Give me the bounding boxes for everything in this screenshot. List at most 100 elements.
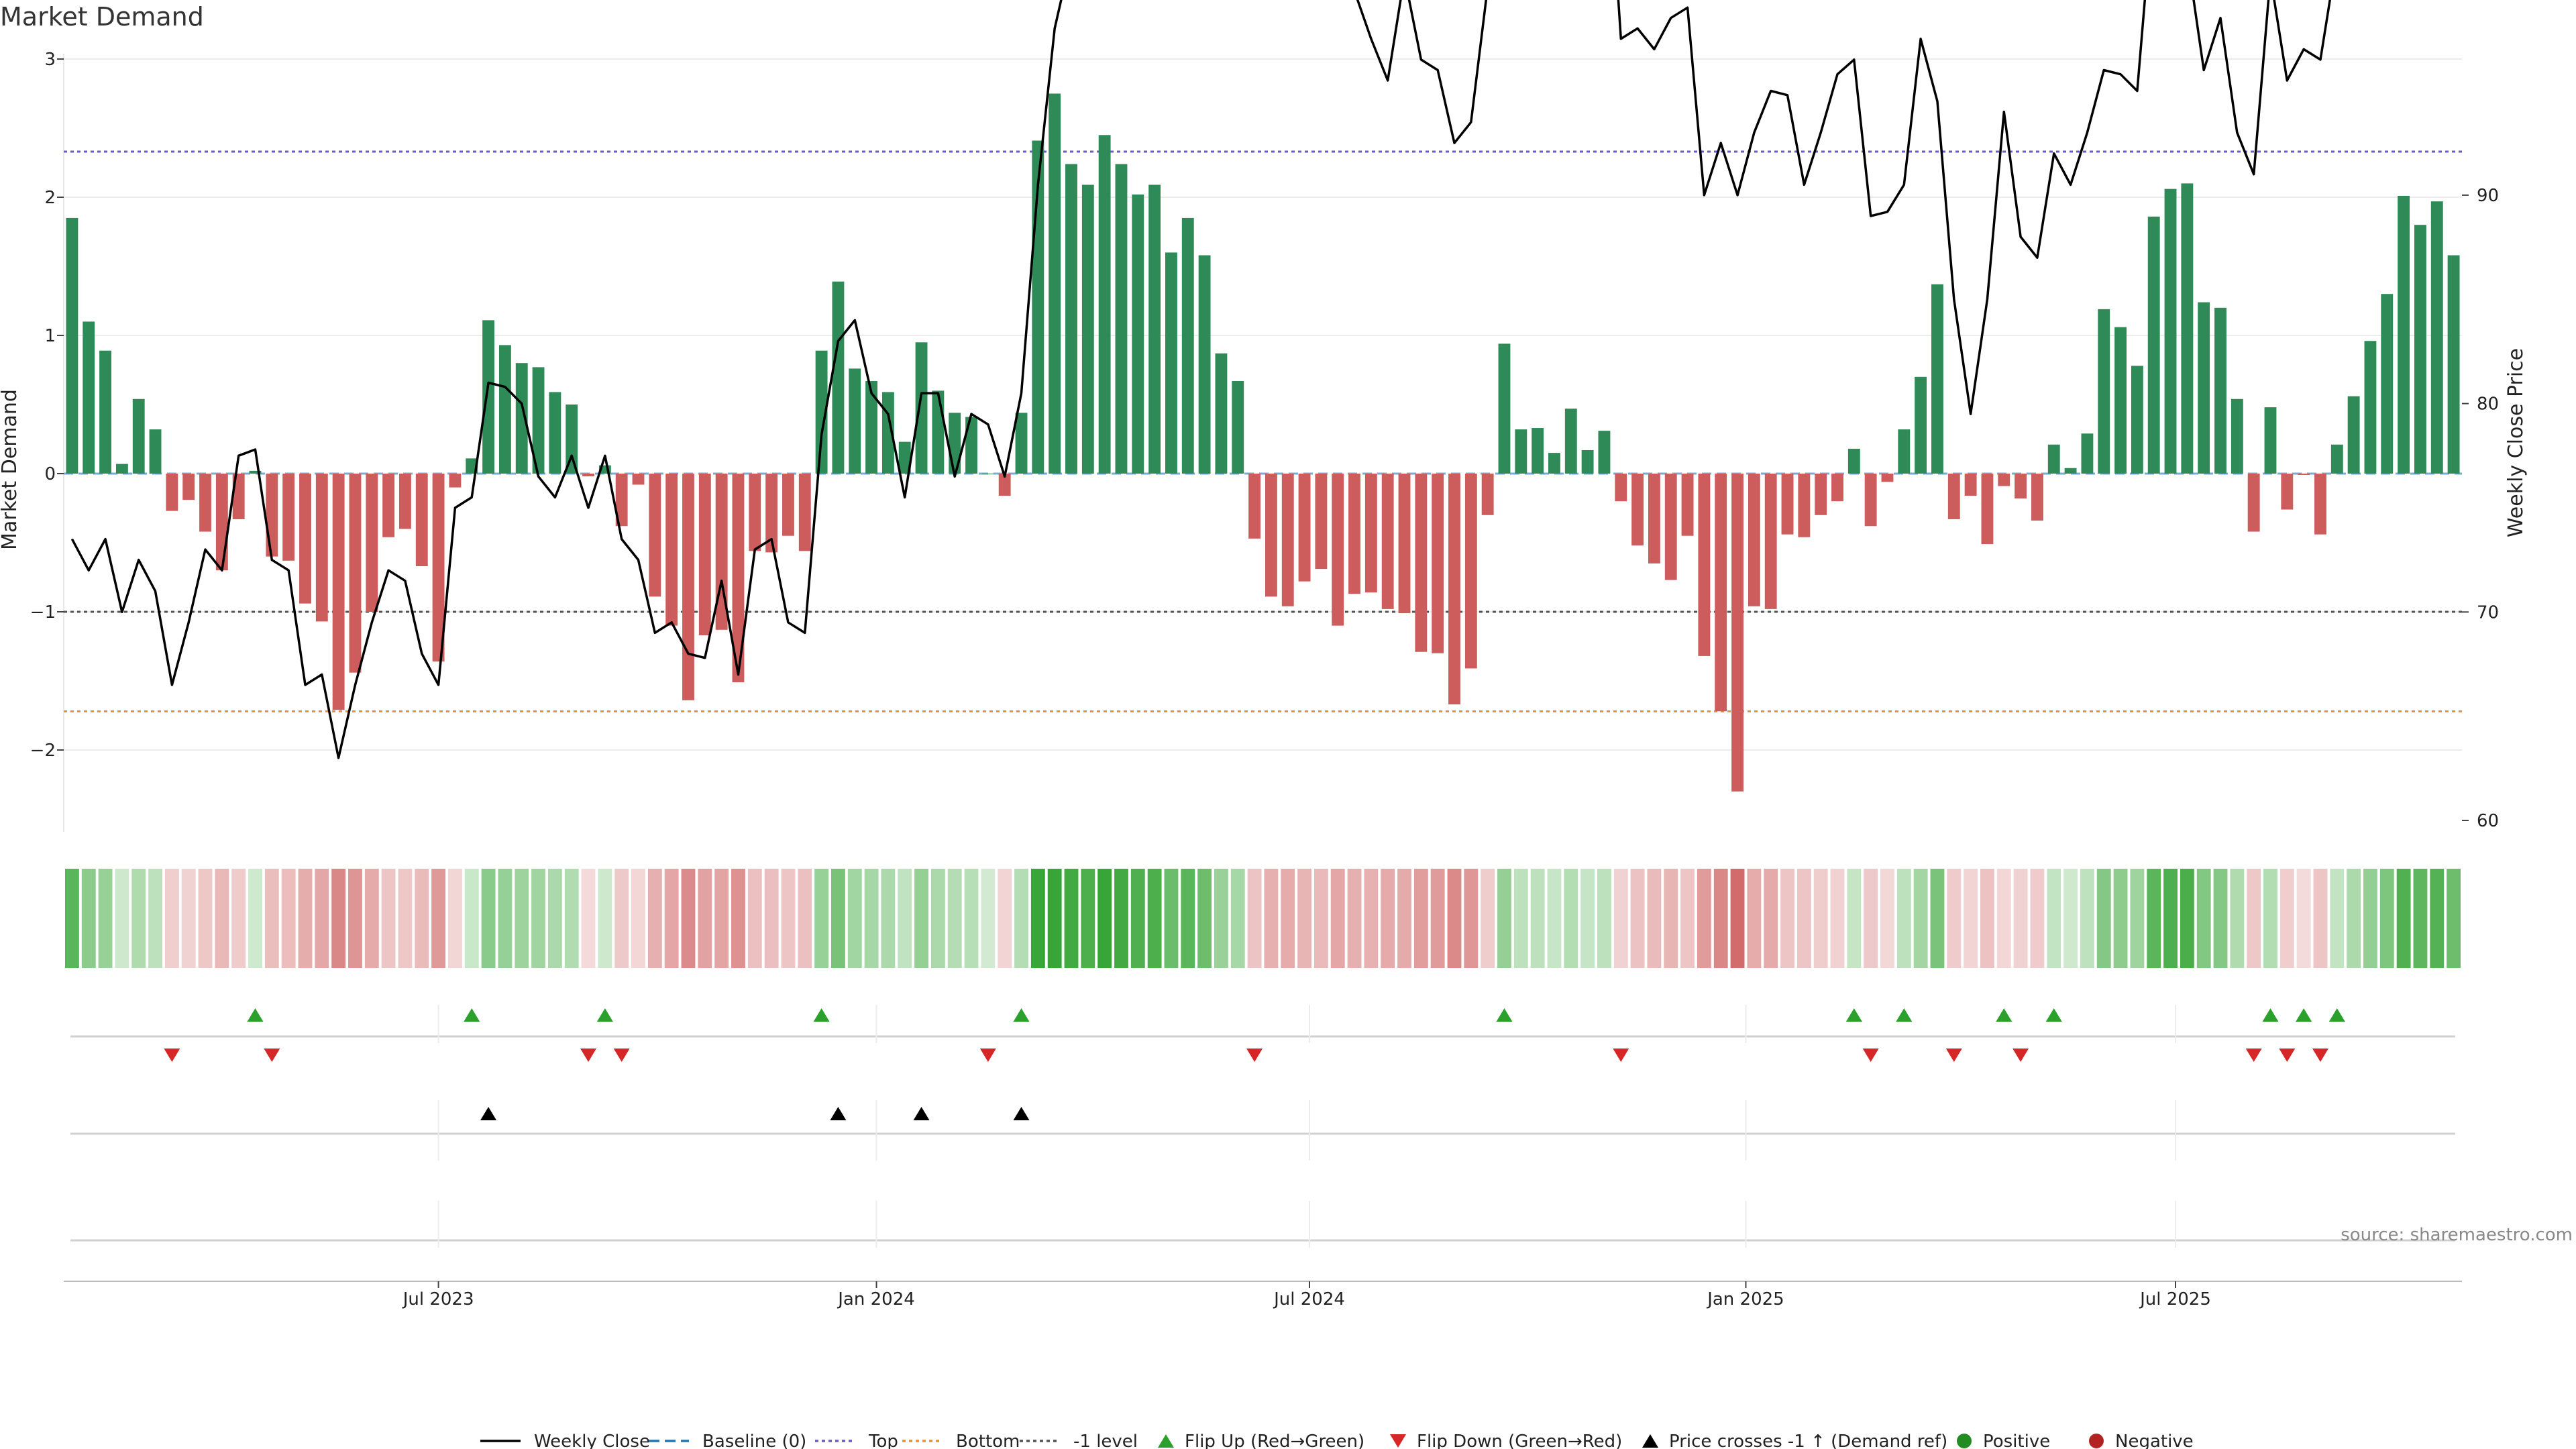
strip-cell: [964, 869, 979, 968]
grid-lines: [63, 54, 2462, 832]
flip-down-marker: [2012, 1049, 2029, 1062]
demand-bar: [232, 474, 245, 519]
strip-cell: [1947, 869, 1962, 968]
demand-bar: [649, 474, 661, 597]
demand-bar: [2098, 309, 2110, 474]
strip-cell: [1413, 869, 1428, 968]
demand-bar: [1165, 252, 1177, 474]
demand-bar: [2131, 366, 2143, 474]
demand-bar: [249, 470, 262, 474]
strip-cell: [1030, 869, 1045, 968]
strip-cell: [131, 869, 146, 968]
flip-up-marker: [464, 1008, 480, 1022]
y-tick-label: 0: [44, 464, 56, 484]
demand-bar: [2330, 444, 2343, 474]
flip-up-marker: [813, 1008, 830, 1022]
strip-cell: [98, 869, 113, 968]
flip-up-marker: [1496, 1008, 1513, 1022]
chart-title: Market Demand: [0, 2, 204, 32]
strip-cell: [1547, 869, 1562, 968]
strip-cell: [1481, 869, 1495, 968]
strip-cell: [1647, 869, 1662, 968]
demand-bar: [1532, 428, 1544, 474]
demand-bar: [815, 350, 828, 474]
demand-bar: [1898, 429, 1911, 474]
strip-cell: [2279, 869, 2294, 968]
y-tick-label: 3: [44, 50, 56, 70]
demand-bar: [1248, 474, 1261, 539]
strip-cell: [415, 869, 429, 968]
demand-bar: [1564, 409, 1577, 474]
strip-cell: [864, 869, 879, 968]
strip-cell: [198, 869, 213, 968]
strip-cell: [464, 869, 479, 968]
demand-bar: [2347, 396, 2360, 474]
demand-bar: [732, 474, 745, 683]
demand-bar: [549, 392, 561, 474]
strip-cell: [1347, 869, 1362, 968]
demand-bar: [1298, 474, 1311, 582]
legend-label: Negative: [2115, 1432, 2194, 1449]
strip-cell: [1964, 869, 1978, 968]
demand-bar: [2214, 307, 2226, 474]
flip-down-marker: [164, 1049, 180, 1062]
strip-cell: [281, 869, 296, 968]
strip-cell: [248, 869, 262, 968]
strip-cell: [2230, 869, 2245, 968]
strip-cell: [1197, 869, 1212, 968]
demand-heat-strip: [64, 869, 2461, 968]
x-tick-label: Jan 2025: [1706, 1289, 1784, 1309]
demand-bar: [1498, 343, 1511, 474]
demand-bars: [66, 93, 2460, 792]
strip-cell: [847, 869, 862, 968]
demand-bar: [765, 474, 778, 553]
demand-bar: [1398, 474, 1411, 614]
demand-bar: [915, 342, 928, 474]
flip-up-marker: [1896, 1008, 1913, 1022]
strip-cell: [381, 869, 396, 968]
strip-cell: [2413, 869, 2428, 968]
strip-cell: [1830, 869, 1845, 968]
strip-cell: [731, 869, 745, 968]
strip-cell: [1147, 869, 1162, 968]
flip-up-marker: [596, 1008, 613, 1022]
legend: Weekly Close Baseline (0) Top Bottom -1 leve…: [480, 1432, 2194, 1449]
legend-swatch: [1642, 1434, 1658, 1448]
demand-bar: [1731, 474, 1743, 792]
demand-bar: [149, 429, 162, 474]
demand-bar: [532, 367, 545, 474]
demand-bar: [615, 474, 628, 527]
demand-bar: [482, 320, 495, 474]
strip-cell: [2213, 869, 2228, 968]
flip-down-marker: [2279, 1049, 2296, 1062]
demand-bar: [1198, 255, 1211, 474]
y-axis-title: Market Demand: [0, 389, 21, 550]
demand-bar: [1315, 474, 1328, 570]
demand-bar: [1448, 474, 1460, 705]
demand-bar: [1798, 474, 1811, 537]
demand-bar: [1664, 474, 1677, 580]
strip-cell: [2396, 869, 2411, 968]
demand-bar: [1181, 217, 1194, 474]
strip-cell: [1447, 869, 1462, 968]
strip-cell: [947, 869, 962, 968]
demand-bar: [2064, 468, 2077, 474]
right-axis-ticks: 60708090100110120130: [2462, 186, 2499, 831]
demand-bar: [498, 345, 511, 474]
demand-bar: [1947, 474, 1960, 519]
x-tick-label: Jan 2024: [837, 1289, 915, 1309]
demand-bar: [632, 474, 645, 485]
strip-cell: [348, 869, 362, 968]
demand-bar: [282, 474, 295, 561]
demand-bar: [582, 474, 594, 477]
strip-cell: [1530, 869, 1545, 968]
strip-cell: [1264, 869, 1279, 968]
strip-cell: [1697, 869, 1711, 968]
demand-bar: [83, 321, 95, 474]
x-axis-ticks: Jul 2023 Jan 2024 Jul 2024 Jan 2025 Jul 2025: [64, 1005, 2462, 1309]
demand-bar: [349, 474, 362, 673]
strip-cell: [1680, 869, 1695, 968]
demand-bar: [2164, 189, 2177, 474]
demand-bar: [932, 390, 945, 474]
flip-up-marker: [2045, 1008, 2062, 1022]
